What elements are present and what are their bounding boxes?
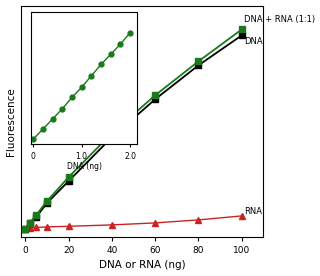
X-axis label: DNA or RNA (ng): DNA or RNA (ng) [99,261,186,270]
Text: DNA + RNA (1:1): DNA + RNA (1:1) [244,15,315,23]
Y-axis label: Fluorescence: Fluorescence [5,87,16,156]
Text: DNA: DNA [244,38,262,46]
Text: RNA: RNA [244,206,262,216]
